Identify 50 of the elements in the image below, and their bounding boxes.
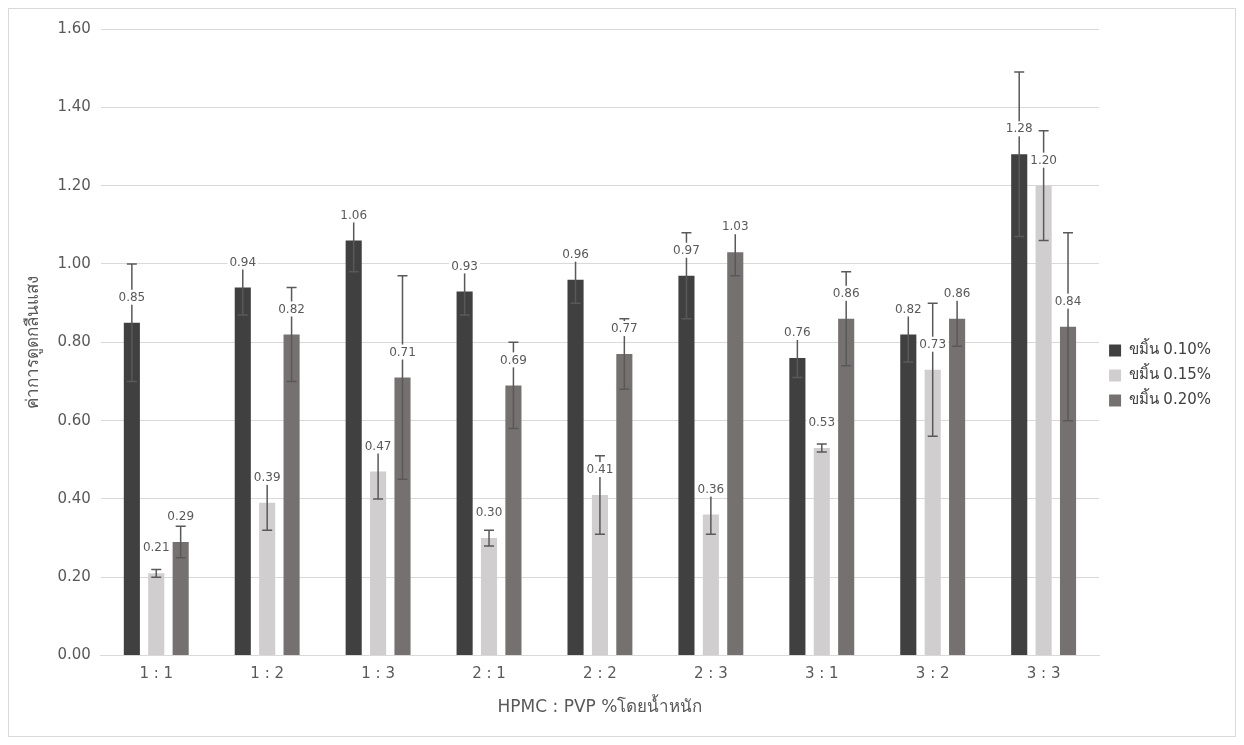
x-tick-label: 3 : 2 [915,664,950,683]
y-axis-title: ค่าการดูดกลืนแสง [21,275,43,409]
data-label: 1.28 [1005,121,1033,136]
data-label: 0.94 [229,254,257,269]
data-label: 0.29 [167,509,195,524]
data-label: 0.82 [894,301,922,316]
data-label: 0.86 [943,285,971,300]
legend-label: ขมิ้น 0.15% [1128,363,1211,384]
data-label: 0.69 [500,352,527,367]
data-label: 1.03 [721,219,749,234]
data-label: 0.53 [808,415,836,430]
x-tick-label: 2 : 2 [583,664,617,683]
x-tick-label: 3 : 3 [1026,664,1061,683]
data-label: 1.06 [340,207,368,222]
data-label: 0.82 [278,301,305,316]
data-label: 0.21 [142,540,170,555]
y-tick-label: 0.60 [57,410,91,429]
data-label: 0.41 [586,462,614,477]
x-axis-title: HPMC : PVP %โดยน้ำหนัก [497,694,703,717]
x-tick-label: 3 : 1 [804,664,839,683]
data-label: 1.20 [1030,152,1057,167]
data-label: 0.93 [451,258,478,273]
legend-label: ขมิ้น 0.20% [1128,388,1211,409]
data-label: 0.30 [475,505,503,520]
y-tick-label: 1.60 [57,18,91,37]
data-label: 0.84 [1054,293,1082,308]
y-tick-label: 1.40 [57,97,91,116]
data-label: 0.96 [562,246,589,261]
x-tick-label: 2 : 3 [694,664,728,683]
data-label: 0.39 [253,469,281,484]
x-tick-label: 1 : 3 [361,664,395,683]
data-label: 0.97 [673,242,700,257]
data-label: 0.76 [784,325,811,340]
y-tick-label: 0.40 [57,488,91,507]
data-label: 0.77 [610,321,638,336]
data-label: 0.71 [389,344,416,359]
legend-label: ขมิ้น 0.10% [1128,338,1211,359]
x-tick-label: 1 : 2 [250,664,285,683]
data-label: 0.85 [118,289,146,304]
data-label: 0.73 [919,336,947,351]
data-label: 0.47 [364,438,392,453]
y-tick-label: 0.20 [57,567,91,586]
x-tick-label: 1 : 1 [139,664,174,683]
data-label: 0.86 [832,285,860,300]
y-tick-label: 0.80 [57,332,91,351]
y-tick-label: 1.20 [57,175,91,194]
y-tick-label: 0.00 [57,645,91,664]
y-tick-label: 1.00 [57,253,91,272]
x-tick-label: 2 : 1 [472,664,506,683]
data-label: 0.36 [697,481,725,496]
